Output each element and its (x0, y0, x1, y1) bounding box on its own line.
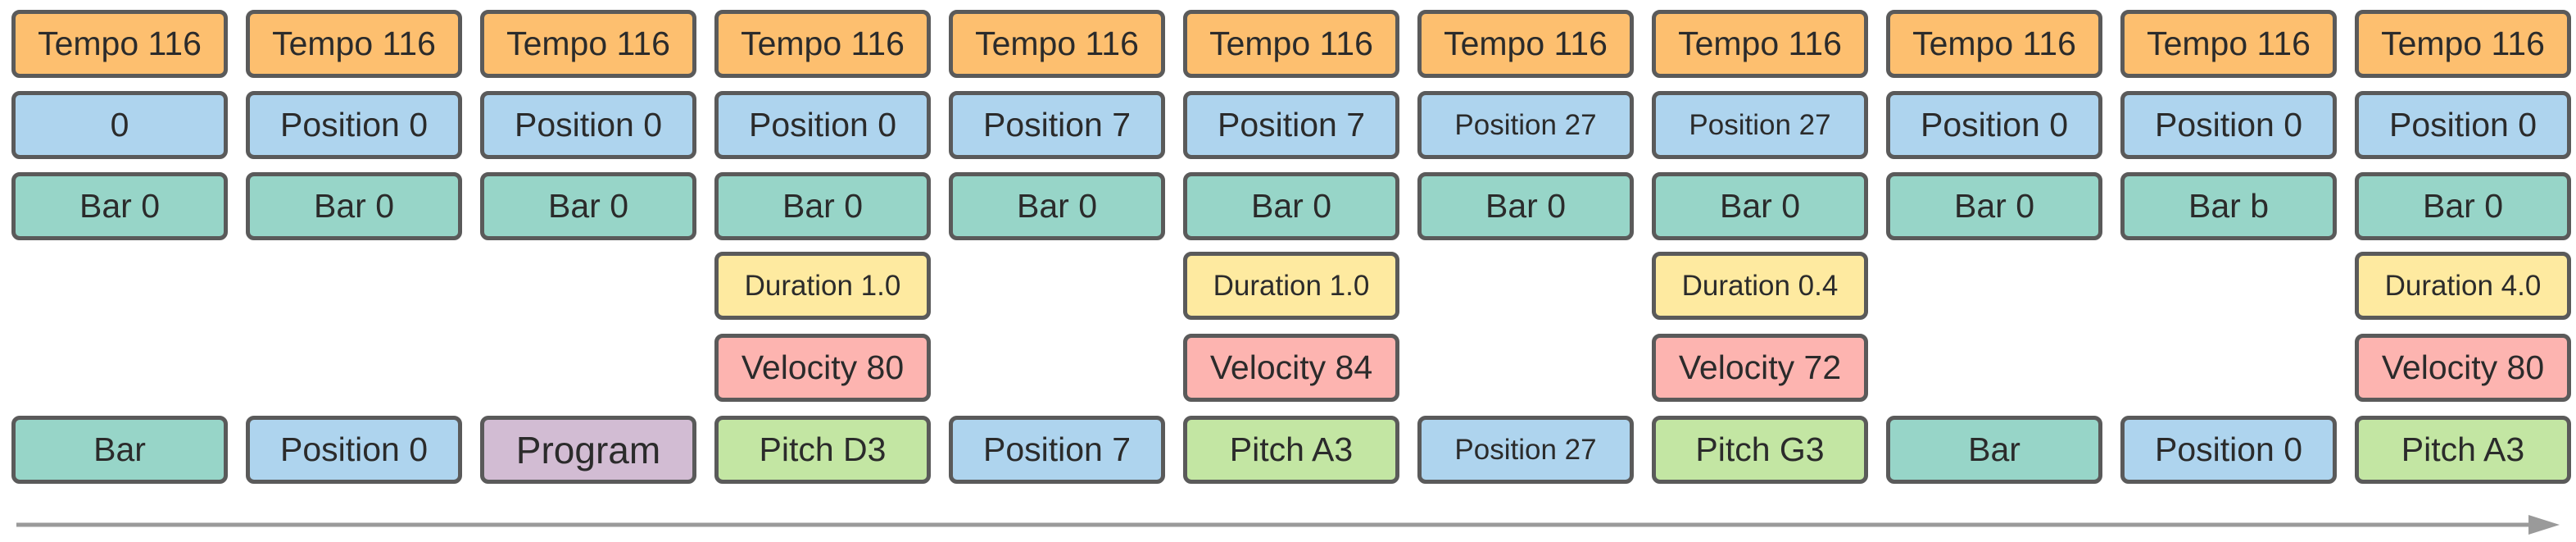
token-column: Tempo 116 Position 0 Bar 0 Duration 1.0 Velo… (714, 0, 931, 542)
bar-token: Bar 0 (246, 172, 462, 240)
time-arrow (16, 515, 2560, 535)
token-column: Tempo 116 Position 0 Bar 0 Duration 4.0 Velo… (2355, 0, 2571, 542)
bar-token: Bar 0 (1183, 172, 1399, 240)
bar-token: Bar 0 (11, 172, 228, 240)
velocity-token: Velocity 80 (2355, 334, 2571, 402)
token-column: Tempo 116 Position 27 Bar 0 Position 27 (1417, 0, 1634, 542)
bar-token: Bar 0 (2355, 172, 2571, 240)
position-token: Position 0 (246, 91, 462, 159)
duration-token: Duration 1.0 (1183, 252, 1399, 320)
bar-token: Bar 0 (1652, 172, 1868, 240)
bar-token: Bar 0 (1886, 172, 2102, 240)
tempo-token: Tempo 116 (1652, 10, 1868, 78)
tempo-token: Tempo 116 (1886, 10, 2102, 78)
velocity-token: Velocity 84 (1183, 334, 1399, 402)
pitch-token: Pitch A3 (2355, 416, 2571, 484)
position-token: Position 0 (2120, 416, 2337, 484)
bar-token: Bar 0 (949, 172, 1165, 240)
position-token: Position 0 (246, 416, 462, 484)
tempo-token: Tempo 116 (2120, 10, 2337, 78)
pitch-token: Pitch D3 (714, 416, 931, 484)
position-token: Position 7 (1183, 91, 1399, 159)
position-token: Position 0 (1886, 91, 2102, 159)
duration-token: Duration 4.0 (2355, 252, 2571, 320)
position-token: Position 0 (480, 91, 696, 159)
token-column: Tempo 116 Position 7 Bar 0 Position 7 (949, 0, 1165, 542)
position-token: 0 (11, 91, 228, 159)
position-token: Position 7 (949, 416, 1165, 484)
tempo-token: Tempo 116 (1417, 10, 1634, 78)
bar-token: Bar 0 (1417, 172, 1634, 240)
token-column: Tempo 116 Position 7 Bar 0 Duration 1.0 Velo… (1183, 0, 1399, 542)
position-token: Position 27 (1652, 91, 1868, 159)
token-column: Tempo 116 0 Bar 0 Bar (11, 0, 228, 542)
tempo-token: Tempo 116 (1183, 10, 1399, 78)
token-column: Tempo 116 Position 0 Bar 0 Position 0 (246, 0, 462, 542)
bar-token: Bar 0 (480, 172, 696, 240)
position-token: Position 0 (2120, 91, 2337, 159)
token-column: Tempo 116 Position 0 Bar b Position 0 (2120, 0, 2337, 542)
pitch-token: Pitch A3 (1183, 416, 1399, 484)
tempo-token: Tempo 116 (949, 10, 1165, 78)
position-token: Position 0 (2355, 91, 2571, 159)
bar-token: Bar 0 (714, 172, 931, 240)
bar-token: Bar (1886, 416, 2102, 484)
program-token: Program (480, 416, 696, 484)
velocity-token: Velocity 80 (714, 334, 931, 402)
tempo-token: Tempo 116 (714, 10, 931, 78)
tempo-token: Tempo 116 (480, 10, 696, 78)
duration-token: Duration 1.0 (714, 252, 931, 320)
bar-token: Bar b (2120, 172, 2337, 240)
position-token: Position 27 (1417, 91, 1634, 159)
bar-token: Bar (11, 416, 228, 484)
pitch-token: Pitch G3 (1652, 416, 1868, 484)
time-arrow-head (2528, 515, 2560, 535)
position-token: Position 7 (949, 91, 1165, 159)
position-token: Position 27 (1417, 416, 1634, 484)
tempo-token: Tempo 116 (246, 10, 462, 78)
tempo-token: Tempo 116 (11, 10, 228, 78)
velocity-token: Velocity 72 (1652, 334, 1868, 402)
token-column: Tempo 116 Position 0 Bar 0 Bar (1886, 0, 2102, 542)
token-column: Tempo 116 Position 27 Bar 0 Duration 0.4 Vel… (1652, 0, 1868, 542)
position-token: Position 0 (714, 91, 931, 159)
duration-token: Duration 0.4 (1652, 252, 1868, 320)
token-column: Tempo 116 Position 0 Bar 0 Program (480, 0, 696, 542)
tempo-token: Tempo 116 (2355, 10, 2571, 78)
